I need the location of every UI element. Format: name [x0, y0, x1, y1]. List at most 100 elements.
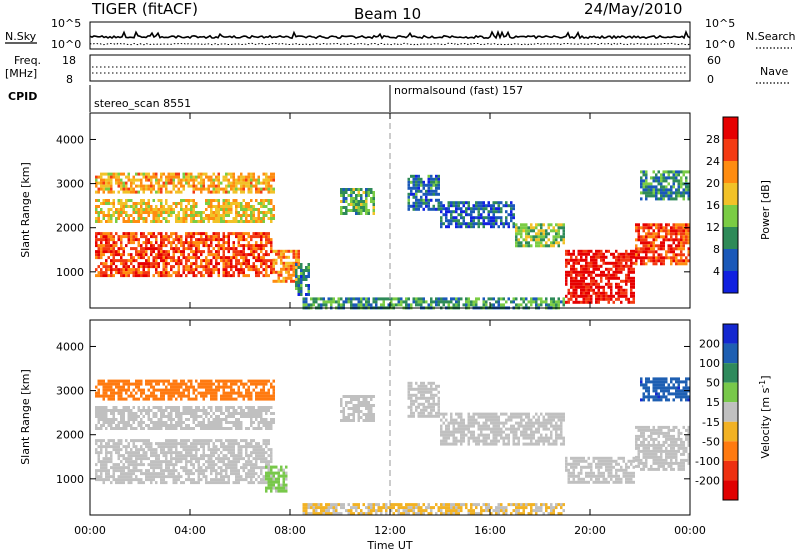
velocity-cell — [162, 475, 165, 479]
power-cell — [565, 249, 568, 253]
velocity-cell — [225, 379, 228, 383]
power-cell — [417, 300, 420, 304]
power-cell — [682, 194, 685, 198]
power-cell — [220, 247, 223, 251]
power-cell — [540, 241, 543, 245]
power-cell — [457, 300, 460, 304]
velocity-cell — [170, 391, 173, 395]
power-cell — [235, 256, 238, 260]
velocity-cell — [117, 424, 120, 427]
velocity-cell — [347, 401, 350, 404]
power-cell — [122, 262, 125, 266]
velocity-cell — [215, 388, 218, 392]
power-cell — [117, 202, 120, 205]
power-cell — [417, 207, 420, 211]
velocity-cell — [235, 397, 238, 401]
power-cell — [217, 202, 220, 205]
velocity-cell — [105, 421, 108, 424]
velocity-cell — [240, 475, 243, 479]
power-cell — [237, 205, 240, 208]
velocity-cell — [210, 409, 213, 412]
velocity-cell — [167, 439, 170, 443]
power-cell — [212, 190, 215, 194]
velocity-cell — [247, 463, 250, 467]
power-cell — [210, 244, 213, 248]
velocity-cell — [207, 412, 210, 415]
velocity-cell — [147, 412, 150, 415]
velocity-cell — [137, 409, 140, 412]
power-cell — [222, 232, 225, 236]
power-cell — [357, 209, 360, 212]
velocity-cell — [367, 404, 370, 407]
power-cell — [565, 294, 568, 298]
power-cell — [155, 271, 158, 275]
velocity-cell — [145, 379, 148, 383]
power-cell — [215, 238, 218, 242]
power-cell — [242, 256, 245, 260]
power-cell — [172, 208, 175, 211]
power-cell — [430, 180, 433, 184]
power-cell — [120, 244, 123, 248]
velocity-cell — [122, 454, 125, 458]
power-cell — [185, 247, 188, 251]
power-cell — [295, 249, 298, 253]
power-cell — [635, 223, 638, 227]
power-cell — [217, 172, 220, 176]
power-cell — [605, 249, 608, 253]
power-cell — [337, 303, 340, 307]
velocity-cell — [160, 421, 163, 424]
velocity-cell — [340, 419, 343, 422]
power-cell — [585, 264, 588, 268]
velocity-cell — [127, 478, 130, 482]
freq-label-2: [MHz] — [5, 67, 37, 80]
velocity-cell — [162, 469, 165, 473]
power-cell — [130, 259, 133, 263]
velocity-cell — [112, 472, 115, 476]
power-cell — [572, 279, 575, 283]
power-cell — [105, 250, 108, 254]
velocity-cell — [125, 424, 128, 427]
power-cell — [262, 211, 265, 214]
power-cell — [632, 279, 635, 283]
power-cell — [120, 253, 123, 257]
power-cell — [422, 201, 425, 205]
velocity-cell — [175, 427, 178, 430]
power-cell — [240, 181, 243, 185]
power-cell — [542, 229, 545, 233]
power-cell — [410, 192, 413, 196]
velocity-cell — [152, 415, 155, 418]
power-cell — [572, 288, 575, 292]
power-cell — [507, 225, 510, 229]
power-cell — [177, 178, 180, 182]
power-cell — [205, 172, 208, 176]
velocity-cell — [102, 424, 105, 427]
power-cell — [582, 249, 585, 253]
power-cell — [95, 175, 98, 179]
power-cell — [630, 285, 633, 289]
power-cell — [492, 303, 495, 307]
power-cell — [210, 199, 213, 202]
power-cell — [145, 247, 148, 251]
velocity-cell — [117, 454, 120, 458]
power-colorbar-label: Power [dB] — [759, 180, 772, 240]
velocity-cell — [132, 442, 135, 446]
power-cell — [265, 199, 268, 202]
velocity-cell — [207, 463, 210, 467]
power-cell — [140, 178, 143, 182]
power-cell — [415, 300, 418, 304]
power-cell — [342, 191, 345, 194]
power-cell — [127, 265, 130, 269]
power-cell — [157, 181, 160, 185]
velocity-cell — [247, 415, 250, 418]
velocity-cell — [130, 472, 133, 476]
velocity-cell — [107, 475, 110, 479]
power-cell — [217, 235, 220, 239]
power-cell — [342, 206, 345, 209]
power-cell — [192, 205, 195, 208]
power-cell — [187, 241, 190, 245]
power-cell — [682, 247, 685, 251]
velocity-cell — [225, 475, 228, 479]
power-cell — [667, 247, 670, 251]
power-cell — [425, 300, 428, 304]
power-cell — [207, 265, 210, 269]
